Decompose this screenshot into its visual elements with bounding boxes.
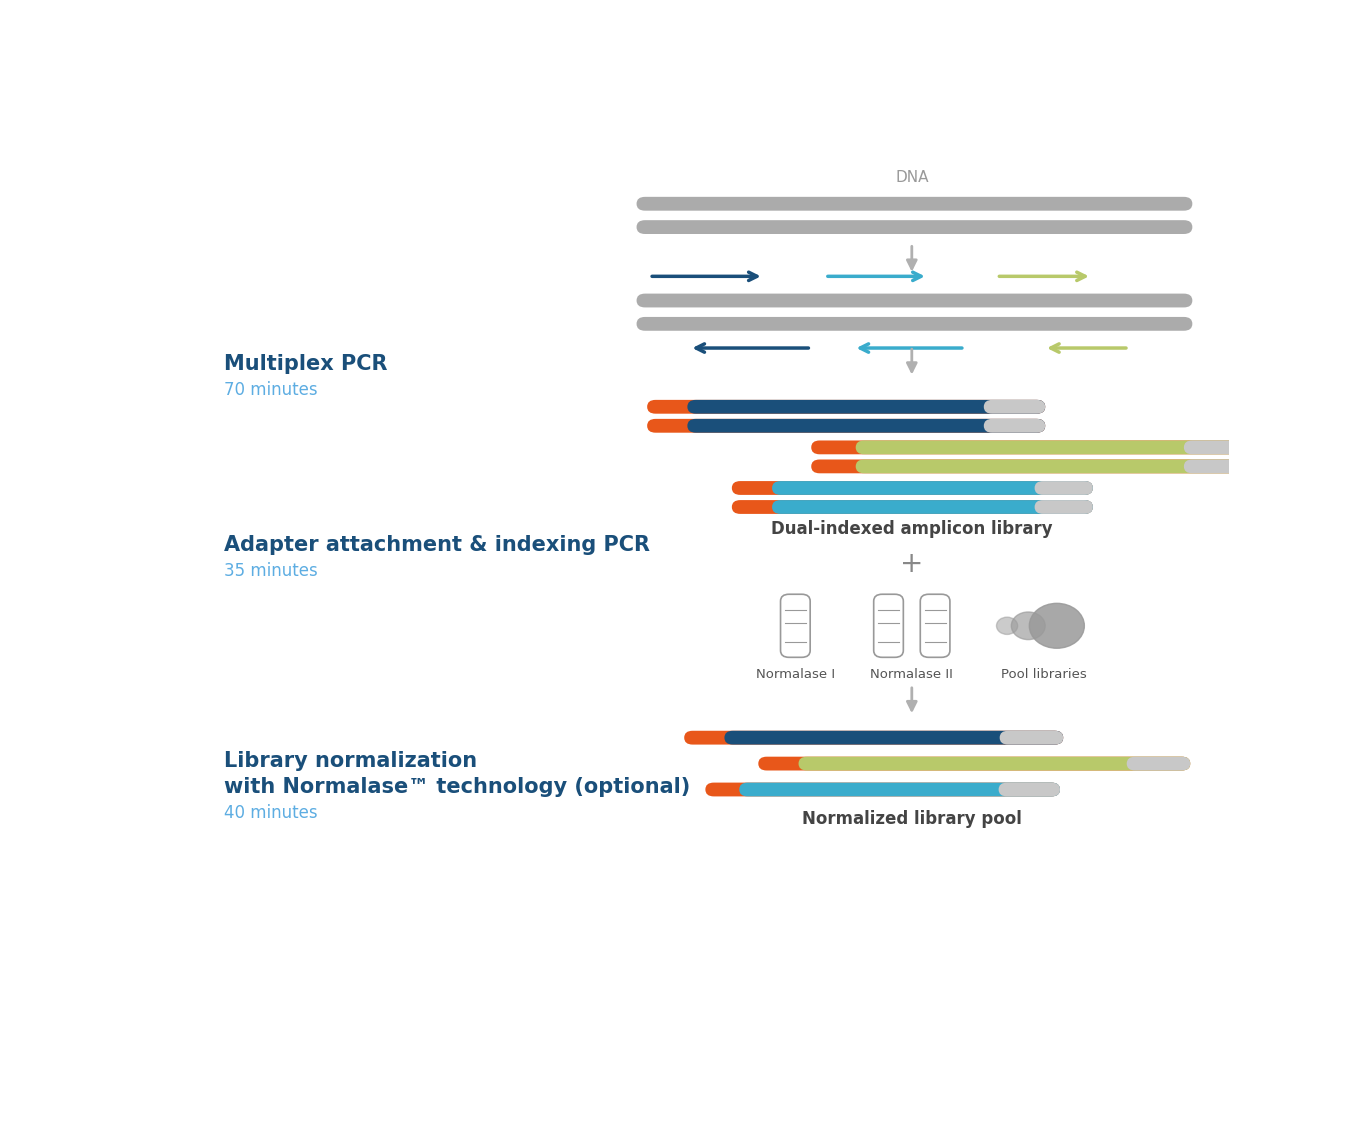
Text: with Normalase™ technology (optional): with Normalase™ technology (optional) (224, 776, 690, 797)
FancyBboxPatch shape (984, 419, 1045, 433)
FancyBboxPatch shape (1034, 500, 1093, 514)
Text: Library normalization: Library normalization (224, 751, 477, 771)
Circle shape (997, 617, 1018, 634)
FancyBboxPatch shape (732, 481, 1093, 495)
FancyBboxPatch shape (772, 500, 1093, 514)
FancyBboxPatch shape (684, 730, 1063, 745)
FancyBboxPatch shape (739, 783, 1060, 797)
FancyBboxPatch shape (855, 441, 1242, 454)
FancyBboxPatch shape (687, 419, 1045, 433)
FancyBboxPatch shape (758, 756, 1190, 771)
FancyBboxPatch shape (799, 756, 1190, 771)
FancyBboxPatch shape (999, 783, 1060, 797)
FancyBboxPatch shape (780, 595, 810, 657)
Text: +: + (900, 550, 923, 578)
FancyBboxPatch shape (1034, 481, 1093, 495)
FancyBboxPatch shape (1127, 756, 1190, 771)
Text: 40 minutes: 40 minutes (224, 803, 317, 821)
FancyBboxPatch shape (1184, 460, 1242, 473)
FancyBboxPatch shape (874, 595, 903, 657)
Text: DNA: DNA (895, 171, 929, 185)
FancyBboxPatch shape (855, 460, 1242, 473)
Text: Adapter attachment & indexing PCR: Adapter attachment & indexing PCR (224, 535, 650, 555)
FancyBboxPatch shape (687, 399, 1045, 414)
Text: Pool libraries: Pool libraries (1001, 668, 1087, 681)
FancyBboxPatch shape (647, 419, 1045, 433)
Circle shape (1011, 611, 1045, 640)
Text: 70 minutes: 70 minutes (224, 380, 317, 398)
FancyBboxPatch shape (724, 730, 1063, 745)
FancyBboxPatch shape (732, 500, 1093, 514)
Text: 35 minutes: 35 minutes (224, 562, 317, 580)
FancyBboxPatch shape (1184, 441, 1242, 454)
Text: Dual-indexed amplicon library: Dual-indexed amplicon library (770, 521, 1053, 539)
FancyBboxPatch shape (637, 220, 1193, 234)
Circle shape (1030, 604, 1085, 649)
Text: Normalase II: Normalase II (870, 668, 953, 681)
FancyBboxPatch shape (811, 460, 1242, 473)
FancyBboxPatch shape (637, 294, 1193, 307)
FancyBboxPatch shape (705, 783, 1060, 797)
FancyBboxPatch shape (647, 399, 1045, 414)
FancyBboxPatch shape (811, 441, 1242, 454)
FancyBboxPatch shape (984, 399, 1045, 414)
FancyBboxPatch shape (921, 595, 949, 657)
FancyBboxPatch shape (772, 481, 1093, 495)
Text: Normalase I: Normalase I (755, 668, 835, 681)
FancyBboxPatch shape (637, 196, 1193, 211)
FancyBboxPatch shape (637, 316, 1193, 331)
Text: Normalized library pool: Normalized library pool (802, 810, 1022, 828)
Text: Multiplex PCR: Multiplex PCR (224, 353, 387, 374)
FancyBboxPatch shape (1000, 730, 1063, 745)
